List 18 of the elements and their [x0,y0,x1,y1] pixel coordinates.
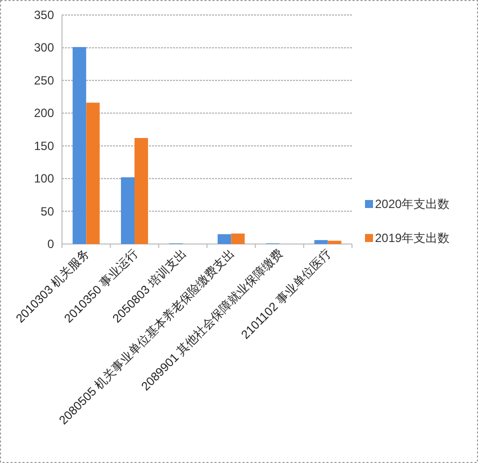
y-tick-label: 350 [34,8,54,22]
y-tick-label: 250 [34,73,54,88]
bar [231,234,245,244]
bar [134,138,148,244]
bar [72,47,86,244]
bar [328,240,342,244]
bar [218,234,232,244]
y-tick-label: 150 [34,138,54,153]
y-tick-label: 50 [40,204,54,218]
y-tick-label: 200 [34,106,54,120]
y-tick-label: 300 [34,40,54,55]
bar [86,102,100,244]
bar [314,240,328,244]
y-tick-label: 0 [47,237,54,251]
bar [120,177,134,244]
legend-label: 2019年支出数 [375,231,450,245]
legend-label: 2020年支出数 [375,197,450,211]
y-tick-label: 100 [34,172,54,186]
